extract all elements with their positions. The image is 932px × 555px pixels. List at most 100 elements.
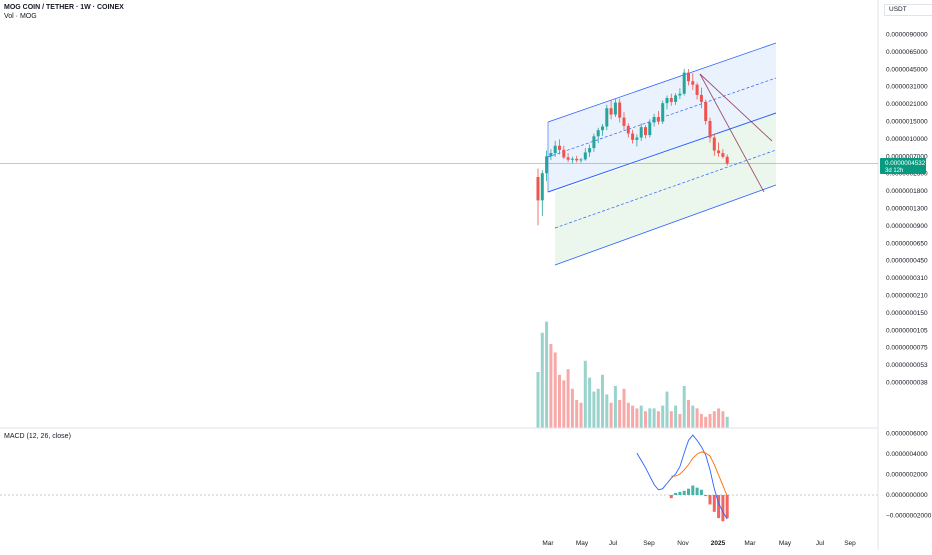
price-tick-label: 0.0000000450 bbox=[886, 258, 928, 265]
candle-body[interactable] bbox=[695, 84, 699, 95]
channel-lower-dashed[interactable] bbox=[554, 149, 777, 229]
price-tick-label: 0.0000000150 bbox=[886, 310, 928, 317]
volume-legend[interactable]: Vol · MOG bbox=[4, 13, 37, 20]
price-tick-label: 0.0000000650 bbox=[886, 240, 928, 247]
volume-bar bbox=[725, 416, 729, 428]
volume-bar bbox=[648, 408, 652, 428]
volume-bar bbox=[605, 394, 609, 428]
volume-bar bbox=[618, 400, 622, 428]
candle-body[interactable] bbox=[717, 150, 721, 154]
volume-bar bbox=[674, 405, 678, 428]
currency-selector[interactable]: USDT bbox=[884, 4, 932, 16]
candles[interactable] bbox=[536, 68, 729, 226]
candle-body[interactable] bbox=[656, 117, 660, 122]
candle-body[interactable] bbox=[682, 72, 686, 94]
volume-bar bbox=[717, 408, 721, 428]
channel-top-line[interactable] bbox=[547, 42, 777, 123]
candle-body[interactable] bbox=[613, 102, 617, 115]
candle-body[interactable] bbox=[596, 130, 600, 137]
price-tick-label: 0.0000000900 bbox=[886, 223, 928, 230]
volume-bar bbox=[562, 380, 566, 428]
macd-histogram-bar bbox=[695, 487, 699, 495]
candle-body[interactable] bbox=[665, 98, 669, 104]
candle-body[interactable] bbox=[652, 117, 656, 123]
time-tick-label: Jul bbox=[609, 540, 618, 547]
candle-body[interactable] bbox=[570, 158, 574, 160]
trend-line-lower[interactable] bbox=[699, 73, 765, 193]
current-price-badge[interactable] bbox=[880, 157, 926, 174]
price-tick-label: 0.0000001300 bbox=[886, 206, 928, 213]
time-tick-label: Jul bbox=[816, 540, 825, 547]
candle-body[interactable] bbox=[704, 101, 708, 121]
symbol-title[interactable]: MOG COIN / TETHER · 1W · COINEX bbox=[4, 4, 124, 11]
time-tick-label: May bbox=[779, 540, 792, 547]
current-price-countdown: 3d 12h bbox=[885, 168, 903, 174]
candle-body[interactable] bbox=[545, 156, 549, 174]
candle-body[interactable] bbox=[609, 108, 613, 115]
candle-body[interactable] bbox=[540, 173, 544, 201]
volume-bar bbox=[644, 411, 647, 428]
candle-body[interactable] bbox=[699, 94, 703, 102]
candle-body[interactable] bbox=[725, 156, 729, 164]
candle-body[interactable] bbox=[579, 159, 583, 161]
candle-body[interactable] bbox=[601, 126, 604, 131]
candle-body[interactable] bbox=[648, 122, 652, 136]
price-tick-label: 0.0000002600 bbox=[886, 171, 928, 178]
candle-body[interactable] bbox=[712, 137, 716, 151]
volume-bar bbox=[575, 400, 579, 428]
channel-median-line[interactable] bbox=[547, 112, 777, 193]
candle-body[interactable] bbox=[536, 176, 540, 201]
candle-body[interactable] bbox=[631, 133, 635, 140]
volume-bar bbox=[592, 391, 596, 428]
trend-line[interactable] bbox=[699, 73, 773, 193]
candle-body[interactable] bbox=[678, 93, 682, 96]
volume-bar bbox=[536, 372, 540, 428]
candle-body[interactable] bbox=[626, 125, 630, 134]
trend-line-upper[interactable] bbox=[699, 73, 773, 142]
macd-legend[interactable]: MACD (12, 26, close) bbox=[4, 433, 71, 440]
candle-body[interactable] bbox=[691, 81, 695, 85]
channel-bottom-line[interactable] bbox=[554, 184, 777, 266]
pitchfork-channel[interactable] bbox=[547, 42, 777, 266]
volume-bar bbox=[601, 374, 604, 428]
volume-bar bbox=[699, 414, 703, 428]
volume-bar bbox=[622, 388, 626, 428]
candle-body[interactable] bbox=[549, 153, 553, 157]
volume-bar bbox=[704, 416, 708, 428]
candle-body[interactable] bbox=[669, 98, 673, 102]
candle-body[interactable] bbox=[566, 157, 570, 160]
candle-body[interactable] bbox=[644, 127, 647, 136]
candle-body[interactable] bbox=[635, 137, 639, 140]
price-tick-label: 0.0000010000 bbox=[886, 136, 928, 143]
macd-histogram-bar bbox=[691, 485, 695, 495]
price-tick-label: 0.0000000105 bbox=[886, 327, 928, 334]
price-tick-label: 0.0000000038 bbox=[886, 380, 928, 387]
candle-body[interactable] bbox=[708, 121, 712, 138]
candle-body[interactable] bbox=[674, 95, 678, 102]
macd-histogram-bar bbox=[708, 495, 712, 505]
volume-bar bbox=[545, 321, 549, 428]
volume-bar bbox=[687, 400, 690, 428]
candle-body[interactable] bbox=[562, 149, 566, 158]
candle-body[interactable] bbox=[721, 153, 725, 157]
macd-tick-label: 0.0000000000 bbox=[886, 492, 928, 499]
candle-body[interactable] bbox=[583, 152, 587, 160]
volume-bar bbox=[609, 402, 613, 428]
candle-body[interactable] bbox=[605, 108, 609, 127]
candle-body[interactable] bbox=[622, 117, 626, 126]
candle-body[interactable] bbox=[575, 158, 579, 161]
candle-body[interactable] bbox=[592, 136, 596, 149]
candle-body[interactable] bbox=[639, 127, 643, 138]
volume-bar bbox=[613, 386, 617, 428]
candle-body[interactable] bbox=[588, 148, 592, 153]
macd-histogram-bar bbox=[678, 491, 682, 495]
candle-body[interactable] bbox=[558, 145, 561, 150]
macd-histogram-bar bbox=[682, 490, 686, 495]
candle-body[interactable] bbox=[661, 103, 665, 122]
candle-body[interactable] bbox=[618, 102, 622, 118]
candle-body[interactable] bbox=[687, 72, 690, 82]
volume-bar bbox=[549, 344, 553, 428]
candle-body[interactable] bbox=[553, 145, 557, 154]
